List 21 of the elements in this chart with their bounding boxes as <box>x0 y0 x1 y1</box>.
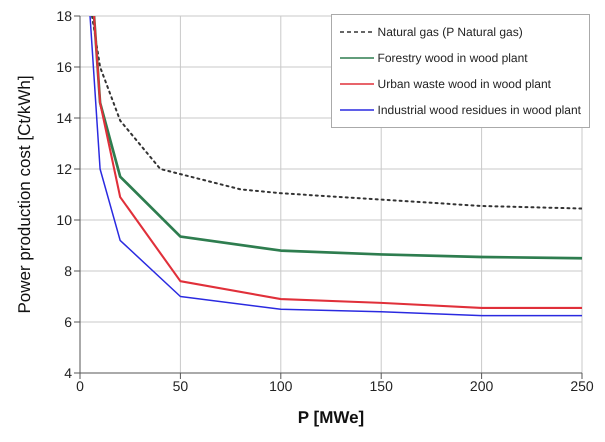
x-tick-label: 150 <box>370 378 394 394</box>
legend-label: Urban waste wood in wood plant <box>378 77 551 91</box>
y-axis-title: Power production cost [Ct/kWh] <box>15 75 34 314</box>
y-tick-label: 4 <box>64 364 72 381</box>
x-tick-label: 100 <box>269 378 293 394</box>
y-tick-label: 16 <box>56 58 72 75</box>
legend-label: Forestry wood in wood plant <box>378 51 528 65</box>
x-tick-label: 250 <box>570 378 594 394</box>
y-tick-label: 10 <box>56 212 72 228</box>
x-tick-label: 200 <box>470 378 494 394</box>
x-tick-label: 0 <box>76 378 84 394</box>
x-tick-label: 50 <box>172 378 188 394</box>
line-series <box>91 16 582 210</box>
y-tick-label: 14 <box>56 110 72 126</box>
legend-label: Natural gas (P Natural gas) <box>378 25 523 39</box>
legend-label: Industrial wood residues in wood plant <box>378 103 581 117</box>
y-tick-label: 12 <box>56 160 72 177</box>
x-axis-title: P [MWe] <box>298 408 364 427</box>
y-tick-label: 8 <box>64 262 72 279</box>
y-tick-label: 6 <box>64 314 72 330</box>
y-tick-label: 18 <box>56 8 72 24</box>
